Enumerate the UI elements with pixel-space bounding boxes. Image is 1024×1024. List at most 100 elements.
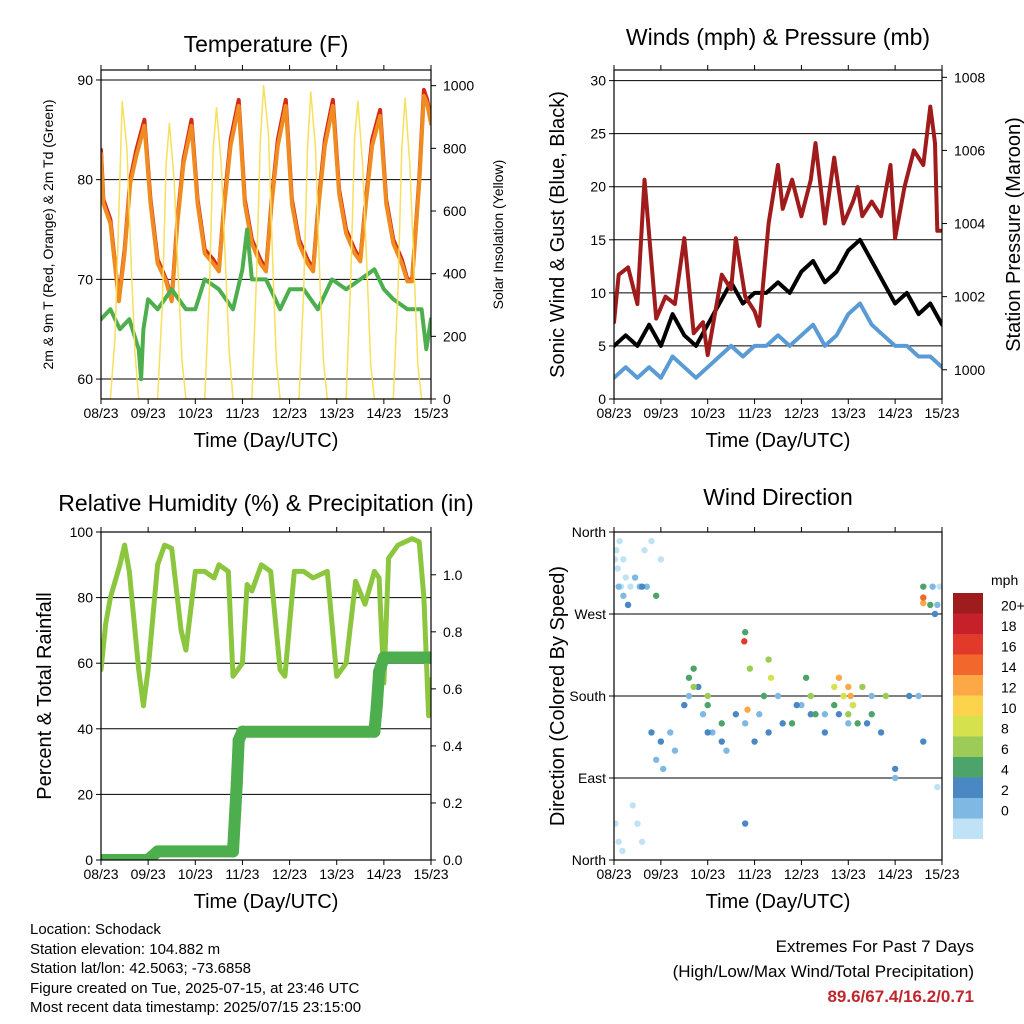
scatter-point: [660, 765, 667, 773]
scatter-point: [788, 720, 796, 727]
scatter-point: [934, 601, 941, 609]
legend-swatch: [953, 613, 983, 634]
y2-tick-label: 0.8: [443, 624, 463, 640]
scatter-point: [847, 692, 854, 700]
y-tick-label: 15: [590, 232, 606, 248]
y2-tick-label: 400: [443, 266, 467, 282]
scatter-point: [854, 720, 861, 727]
x-tick-label: 10/23: [178, 866, 213, 882]
y-tick-label: 30: [590, 73, 606, 89]
y-tick-label: 5: [598, 338, 606, 354]
legend-label: 10: [1001, 700, 1017, 716]
scatter-point: [835, 674, 843, 681]
extremes-title: Extremes For Past 7 Days: [775, 937, 974, 956]
y-tick-label: East: [578, 770, 606, 786]
scatter-point: [638, 838, 646, 845]
y2-tick-label: 1002: [954, 289, 985, 305]
y-tick-label: 10: [590, 285, 606, 301]
scatter-point: [774, 692, 782, 700]
x-tick-label: 12/23: [272, 866, 307, 882]
plot-area: [614, 537, 942, 855]
chart-panel-2: Winds (mph) & Pressure (mb) 0 5 10 15 20 25 30 1…: [547, 24, 1024, 452]
legend-swatch: [953, 736, 983, 757]
scatter-point: [767, 674, 775, 681]
x-tick-label: 11/23: [225, 866, 259, 882]
y-axis-label: Percent & Total Rainfall: [34, 592, 56, 800]
scatter-point: [685, 674, 693, 681]
x-axis-label: Time (Day/UTC): [194, 891, 339, 913]
scatter-point: [859, 683, 866, 691]
precip-point: [227, 845, 239, 858]
scatter-point: [704, 692, 711, 700]
x-tick-label: 08/23: [83, 405, 118, 421]
scatter-point: [920, 599, 927, 607]
scatter-point: [732, 711, 740, 718]
scatter-point: [718, 738, 725, 745]
y2-tick-label: 0.4: [443, 738, 463, 754]
legend-swatch: [953, 798, 983, 819]
scatter-point: [620, 592, 627, 599]
y-tick-label: 90: [77, 72, 93, 88]
scatter-point: [709, 729, 716, 736]
legend-swatch: [953, 593, 983, 614]
legend-swatch: [953, 675, 983, 696]
scatter-point: [652, 592, 660, 599]
y2-tick-label: 1004: [954, 216, 985, 232]
scatter-point: [765, 729, 772, 736]
figure-created: Figure created on Tue, 2025-07-15, at 23…: [30, 979, 360, 997]
x-tick-label: 10/23: [178, 405, 213, 421]
x-tick-label: 12/23: [784, 405, 819, 421]
scatter-point: [845, 720, 852, 727]
series-line: [614, 104, 942, 358]
x-tick-label: 14/23: [878, 866, 913, 882]
y-tick-label: West: [574, 606, 606, 622]
x-tick-label: 15/23: [413, 405, 448, 421]
scatter-point: [641, 547, 648, 554]
x-tick-label: 08/23: [596, 405, 631, 421]
y2-tick-label: 1.0: [443, 567, 463, 583]
scatter-point: [723, 747, 730, 754]
scatter-point: [936, 583, 942, 590]
y-tick-label: 20: [590, 179, 606, 195]
x-tick-label: 13/23: [831, 405, 866, 421]
series-line: [614, 237, 942, 348]
legend-swatch: [953, 634, 983, 655]
x-tick-label: 11/23: [738, 866, 772, 882]
chart-title: Wind Direction: [703, 484, 853, 510]
scatter-point: [614, 556, 619, 563]
y-tick-label: 60: [77, 655, 93, 671]
scatter-point: [849, 701, 857, 709]
scatter-point: [657, 556, 665, 563]
scatter-point: [798, 701, 805, 709]
x-axis-label: Time (Day/UTC): [706, 430, 851, 452]
legend-label: 8: [1001, 721, 1009, 737]
station-location: Location: Schodack: [30, 921, 161, 938]
scatter-point: [915, 692, 922, 700]
scatter-point: [648, 729, 655, 736]
y2-tick-label: 1008: [954, 69, 985, 85]
scatter-point: [882, 692, 889, 700]
scatter-point: [812, 711, 819, 718]
scatter-point: [891, 765, 899, 773]
scatter-point: [634, 820, 641, 827]
x-tick-label: 12/23: [784, 866, 819, 882]
y2-tick-label: 1006: [954, 142, 985, 158]
y2-tick-label: 0.0: [443, 852, 463, 868]
scatter-point: [760, 692, 768, 700]
x-tick-label: 11/23: [225, 405, 259, 421]
scatter-point: [704, 701, 711, 709]
chart-title: Winds (mph) & Pressure (mb): [626, 24, 930, 50]
x-tick-label: 11/23: [738, 405, 772, 421]
legend-label: 16: [1001, 639, 1017, 655]
scatter-point: [681, 701, 688, 709]
precip-point: [377, 651, 390, 664]
plot-frame: [100, 69, 432, 400]
y2-tick-label: 1000: [443, 78, 474, 94]
y2-axis-label: Solar Insolation (Yellow): [490, 160, 506, 310]
speed-legend: mph 20+ 18 16 14 12 10 8 6 4 2 0: [953, 572, 1024, 839]
y-tick-label: 60: [77, 371, 93, 387]
y2-tick-label: 0.2: [443, 795, 463, 811]
y-axis-label: Sonic Wind & Gust (Blue, Black): [547, 91, 569, 378]
y-tick-label: 40: [77, 721, 93, 737]
scatter-point: [671, 747, 679, 754]
